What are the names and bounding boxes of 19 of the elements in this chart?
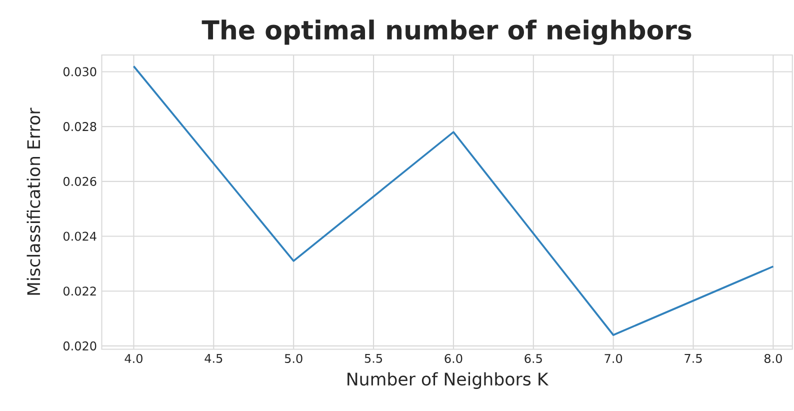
y-tick-label: 0.022 — [63, 286, 96, 296]
x-axis-title: Number of Neighbors K — [348, 372, 549, 389]
x-tick-label: 7.5 — [684, 354, 702, 363]
x-tick-label: 5.5 — [364, 354, 382, 363]
y-tick-label: 0.026 — [63, 176, 96, 186]
y-tick-label: 0.020 — [63, 341, 96, 350]
y-tick-label: 0.024 — [63, 232, 96, 241]
x-tick-label: 6.0 — [444, 354, 462, 364]
x-tick-label: 7.0 — [604, 354, 622, 364]
y-axis-title: Misclassification Error — [26, 108, 40, 295]
y-tick-label: 0.030 — [63, 67, 96, 76]
x-tick-label: 8.0 — [764, 354, 782, 364]
x-tick-label: 5.0 — [284, 354, 302, 364]
y-tick-label: 0.028 — [63, 122, 96, 132]
x-tick-label: 4.0 — [124, 354, 142, 364]
line-series — [132, 65, 774, 336]
x-tick-label: 6.5 — [524, 354, 542, 364]
x-tick-label: 4.5 — [204, 354, 222, 363]
chart-title: The optimal number of neighbors — [202, 20, 692, 45]
